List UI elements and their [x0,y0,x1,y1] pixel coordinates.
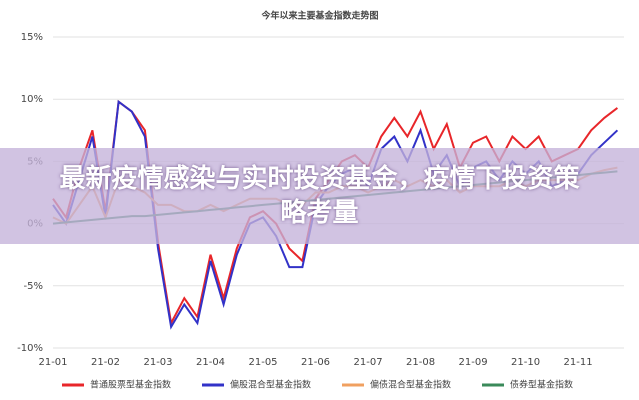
y-tick-label: 15% [21,32,43,43]
legend: 普通股票型基金指数 偏股混合型基金指数 偏债混合型基金指数 债券型基金指数 [62,379,573,391]
x-tick-label: 21-09 [459,357,488,368]
banner-text: 最新疫情感染与实时投资基金，疫情下投资策略考量 [59,164,580,228]
legend-label: 债券型基金指数 [510,379,573,391]
x-tick-label: 21-05 [248,357,277,368]
y-tick-label: 10% [21,94,43,105]
legend-label: 偏股混合型基金指数 [230,379,311,391]
y-tick-label: -5% [24,281,43,292]
x-tick-label: 21-02 [91,357,120,368]
x-tick-label: 21-01 [38,357,67,368]
legend-label: 偏债混合型基金指数 [370,379,451,391]
banner: 最新疫情感染与实时投资基金，疫情下投资策略考量 [0,148,639,244]
chart-title: 今年以来主要基金指数走势图 [260,10,378,22]
x-tick-label: 21-04 [196,357,225,368]
x-tick-label: 21-06 [301,357,330,368]
legend-label: 普通股票型基金指数 [90,379,171,391]
x-tick-label: 21-11 [564,357,593,368]
y-tick-label: -10% [17,343,43,354]
x-tick-label: 21-08 [406,357,435,368]
x-tick-label: 21-03 [143,357,172,368]
x-tick-label: 21-10 [511,357,540,368]
x-tick-label: 21-07 [354,357,383,368]
